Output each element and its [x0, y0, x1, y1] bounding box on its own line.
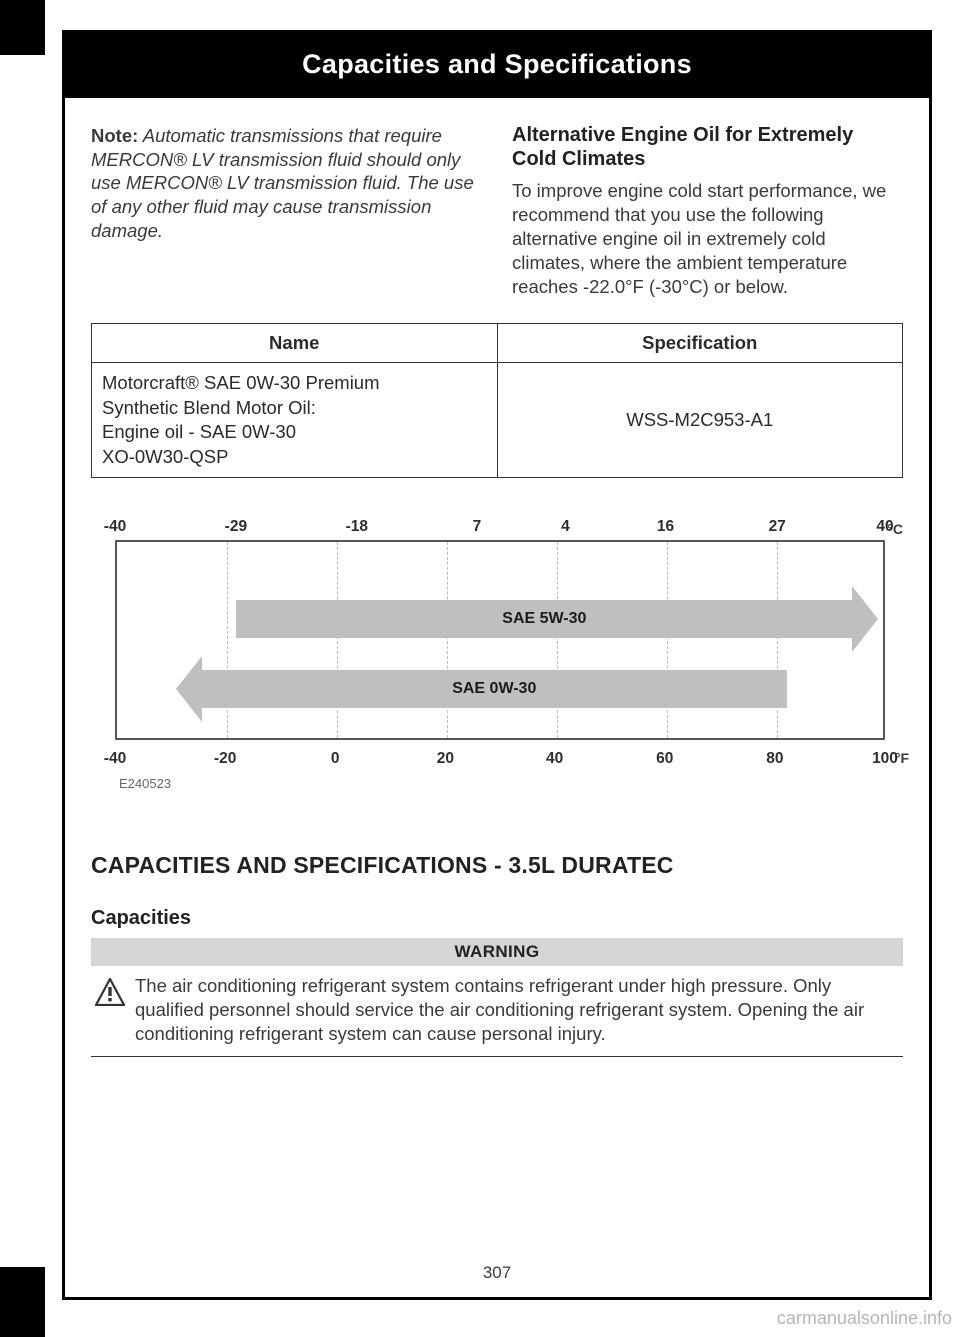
th-name: Name	[92, 324, 498, 363]
chart-gridline	[337, 542, 338, 738]
watermark: carmanualsonline.info	[777, 1308, 952, 1329]
chart-gridline	[667, 542, 668, 738]
chart-bot-tick: 100	[872, 750, 898, 768]
chart-bot-tick: -40	[104, 750, 126, 768]
chart-top-tick: 27	[769, 518, 786, 536]
table-row: Motorcraft® SAE 0W-30 Premium Synthetic …	[92, 363, 903, 478]
warning-bar: WARNING	[91, 938, 903, 966]
note-paragraph: Note: Automatic transmissions that requi…	[91, 124, 482, 242]
name-line: Engine oil - SAE 0W-30	[102, 421, 296, 442]
left-column: Note: Automatic transmissions that requi…	[91, 124, 482, 299]
td-name: Motorcraft® SAE 0W-30 Premium Synthetic …	[92, 363, 498, 478]
chart-gridline	[227, 542, 228, 738]
chart-bot-tick: 60	[656, 750, 673, 768]
chart-box: SAE 5W-30 SAE 0W-30	[115, 540, 885, 740]
page-header: Capacities and Specifications	[65, 33, 929, 98]
chart-top-tick: 4	[561, 518, 570, 536]
chart-top-tick: -18	[346, 518, 368, 536]
chart-bot-tick: -20	[214, 750, 236, 768]
table-header-row: Name Specification	[92, 324, 903, 363]
page-frame: Capacities and Specifications Note: Auto…	[62, 30, 932, 1300]
td-spec: WSS-M2C953-A1	[497, 363, 903, 478]
intro-columns: Note: Automatic transmissions that requi…	[91, 124, 903, 299]
chart-top-tick: 40	[876, 518, 893, 536]
section-heading: CAPACITIES AND SPECIFICATIONS - 3.5L DUR…	[91, 852, 903, 879]
right-column: Alternative Engine Oil for Extremely Col…	[512, 124, 903, 299]
chart-arrow: SAE 0W-30	[202, 670, 787, 708]
chart-arrow: SAE 5W-30	[236, 600, 852, 638]
page-number: 307	[65, 1263, 929, 1283]
name-line: XO-0W30-QSP	[102, 446, 228, 467]
chart-bot-tick: 80	[766, 750, 783, 768]
page-tab-top	[0, 0, 45, 55]
alt-oil-body: To improve engine cold start performance…	[512, 179, 903, 299]
th-spec: Specification	[497, 324, 903, 363]
alt-oil-heading: Alternative Engine Oil for Extremely Col…	[512, 124, 903, 171]
note-body: Automatic transmissions that require MER…	[91, 125, 474, 241]
page-tab-bottom	[0, 1267, 45, 1337]
chart-top-tick: -29	[225, 518, 247, 536]
spec-table: Name Specification Motorcraft® SAE 0W-30…	[91, 323, 903, 478]
chart-id: E240523	[119, 776, 171, 791]
chart-gridline	[777, 542, 778, 738]
chart-top-tick: 16	[657, 518, 674, 536]
warning-icon	[95, 978, 125, 1006]
chart-gridline	[557, 542, 558, 738]
chart-bot-tick: 0	[331, 750, 340, 768]
capacities-subhead: Capacities	[91, 907, 903, 930]
warning-text: The air conditioning refrigerant system …	[135, 974, 899, 1046]
page-content: Note: Automatic transmissions that requi…	[65, 98, 929, 1057]
name-line: Motorcraft® SAE 0W-30 Premium	[102, 372, 380, 393]
name-line: Synthetic Blend Motor Oil:	[102, 397, 316, 418]
oil-temp-chart: SAE 5W-30SAE 0W-30 °C °F E240523 -40-29-…	[91, 518, 901, 818]
warning-body: The air conditioning refrigerant system …	[91, 966, 903, 1057]
chart-bot-tick: 40	[546, 750, 563, 768]
note-label: Note:	[91, 125, 138, 146]
chart-bot-tick: 20	[437, 750, 454, 768]
chart-gridline	[447, 542, 448, 738]
chart-top-tick: -40	[104, 518, 126, 536]
chart-top-tick: 7	[473, 518, 482, 536]
